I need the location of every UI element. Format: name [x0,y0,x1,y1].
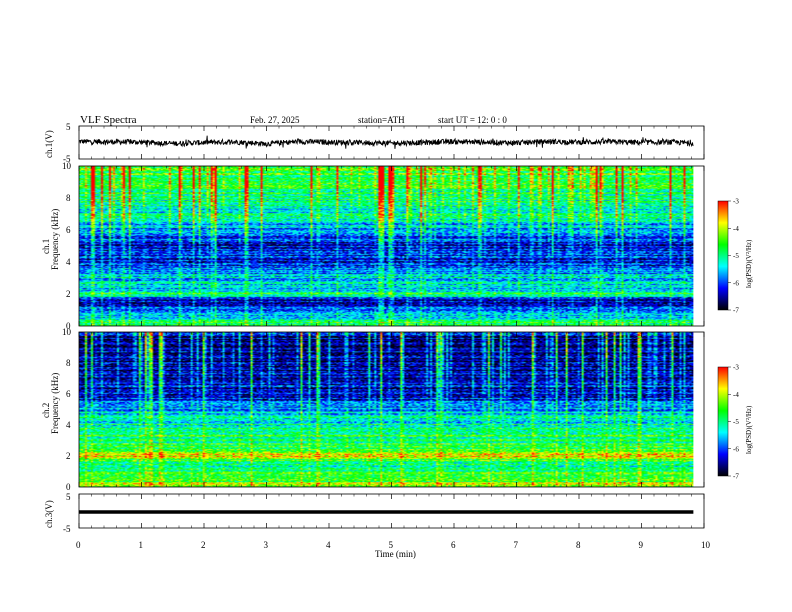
ch1-frequency-tick-labels: 0 2 4 6 8 10 [62,161,72,331]
frequency-tick-label: 8 [66,193,71,203]
ch2-colorbar-title: log(PSD)(V²/Hz) [745,405,753,454]
ch2-frequency-axis-label: Frequency (kHz) [50,373,60,434]
colorbar-tick-label: -5 [733,418,739,426]
colorbar-tick-label: -7 [733,307,739,315]
date-label: Feb. 27, 2025 [250,115,300,125]
ch1-waveform-ylabel: ch.1(V) [44,130,54,158]
ch1-colorbar-tick-labels: -3 -4 -5 -6 -7 [728,198,739,315]
start-time-label: start UT = 12: 0 : 0 [438,115,507,125]
frequency-tick-label: 10 [62,327,72,337]
ch3-ytick-top: 5 [66,492,71,502]
frequency-tick-label: 8 [66,358,71,368]
frequency-tick-label: 0 [66,482,71,492]
time-tick-label: 4 [326,540,331,550]
colorbar-tick-label: -3 [733,364,739,372]
ch2-spectrogram-image [79,332,694,487]
colorbar-tick-label: -4 [733,225,739,233]
ch1-colorbar: -3 -4 -5 -6 -7 log(PSD)(V²/Hz) [717,198,753,315]
ch1-colorbar-title: log(PSD)(V²/Hz) [745,239,753,288]
ch1-waveform-line [78,135,694,149]
colorbar-tick-label: -6 [733,279,739,287]
ch1-waveform-trace [78,135,694,149]
time-tick-label: 7 [514,540,519,550]
ch1-spectrogram-image [79,166,694,326]
ch3-waveform-ylabel: ch.3(V) [44,500,54,528]
ch3-waveform-ticks [78,494,705,528]
time-tick-label: 2 [201,540,206,550]
ch1-waveform-panel: 5 -5 ch.1(V) [44,122,705,164]
frequency-tick-label: 6 [66,225,71,235]
ch1-spectrogram-ticks [78,166,705,326]
ch1-spectrogram-panel: 0 2 4 6 8 10 ch.1 Frequency (kHz) [41,161,705,331]
ch2-colorbar-gradient [717,366,729,477]
ch1-ytick-bottom: -5 [63,154,71,164]
ch2-panel-label: ch.2 [41,403,51,418]
frequency-tick-label: 6 [66,389,71,399]
colorbar-tick-label: -6 [733,445,739,453]
ch2-colorbar: -3 -4 -5 -6 -7 log(PSD)(V²/Hz) [717,364,753,481]
figure-title: VLF Spectra [80,114,137,126]
ch1-panel-label: ch.1 [41,239,51,254]
ch2-spectrogram-ticks [78,332,705,487]
time-tick-label: 8 [576,540,581,550]
ch3-ytick-bottom: -5 [63,524,71,534]
station-label: station=ATH [358,115,405,125]
ch3-waveform-panel: 5 -5 ch.3(V) [44,492,705,534]
ch1-waveform-ticks [78,126,705,159]
time-tick-label: 3 [264,540,269,550]
frequency-tick-label: 4 [66,420,71,430]
frequency-tick-label: 2 [66,289,71,299]
colorbar-tick-label: -7 [733,473,739,481]
time-tick-label: 0 [76,540,81,550]
ch1-frequency-axis-label: Frequency (kHz) [50,209,60,270]
frequency-tick-label: 0 [66,321,71,331]
time-axis-tick-labels: 0 1 2 3 4 5 6 7 8 9 10 [76,540,711,550]
ch2-spectrogram-panel: 0 2 4 6 8 10 ch.2 Frequency (kHz) [41,327,705,492]
ch2-frequency-tick-labels: 0 2 4 6 8 10 [62,327,72,492]
frequency-tick-label: 4 [66,257,71,267]
time-tick-label: 5 [389,540,394,550]
time-tick-label: 9 [639,540,644,550]
ch2-colorbar-tick-labels: -3 -4 -5 -6 -7 [728,364,739,481]
frequency-tick-label: 2 [66,451,71,461]
ch1-colorbar-gradient [717,200,729,311]
frequency-tick-label: 10 [62,161,72,171]
time-tick-label: 1 [139,540,144,550]
time-axis-label: Time (min) [375,549,416,559]
time-tick-label: 10 [701,540,711,550]
colorbar-tick-label: -4 [733,391,739,399]
colorbar-tick-label: -5 [733,252,739,260]
colorbar-tick-label: -3 [733,198,739,206]
time-tick-label: 6 [451,540,456,550]
ch1-ytick-top: 5 [66,122,71,132]
